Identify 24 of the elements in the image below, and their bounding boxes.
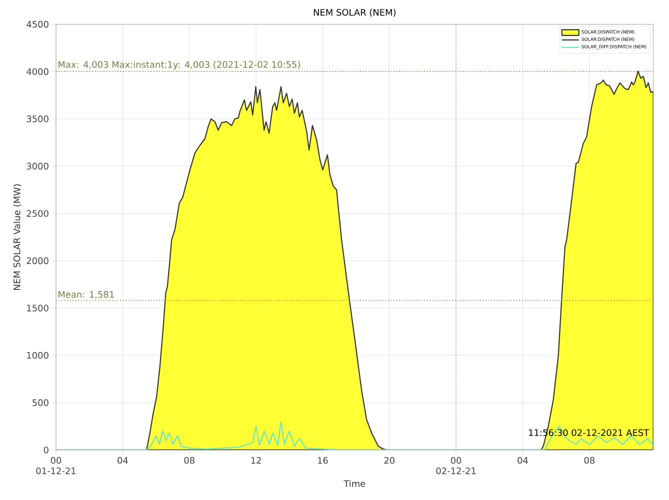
y-axis-title: NEM SOLAR Value (MW) [13,184,22,290]
y-tick-label: 500 [32,399,48,406]
y-tick-label: 3500 [26,115,48,122]
x-tick-label: 12 [251,457,261,464]
ref-line-label: Max: 4,003 Max:instant:1y: 4,003 (2021-12-02 10:55) [58,60,300,70]
x-tick-label: 04 [518,457,528,464]
y-tick-label: 3000 [26,162,48,170]
y-tick-label: 2000 [26,257,48,264]
x-tick-label: 16 [318,457,328,464]
x-tick-label: 04 [118,457,128,464]
x-tick-label: 00 02-12-21 [436,457,476,474]
ref-line-label: Mean: 1,581 [58,291,114,299]
y-tick-label: 4000 [26,68,48,75]
y-tick-label: 1000 [27,352,48,359]
x-axis-title: Time [344,480,366,488]
x-tick-label: 08 [584,457,595,464]
y-tick-label: 1500 [27,304,48,312]
y-tick-label: 0 [44,446,48,454]
chart-title: NEM SOLAR (NEM) [314,8,396,17]
y-tick-label: 2500 [26,210,48,217]
x-tick-label: 20 [384,457,394,464]
y-tick-label: 4500 [26,20,48,28]
x-tick-label: 00 01-12-21 [36,457,76,474]
x-tick-label: 08 [184,457,194,464]
